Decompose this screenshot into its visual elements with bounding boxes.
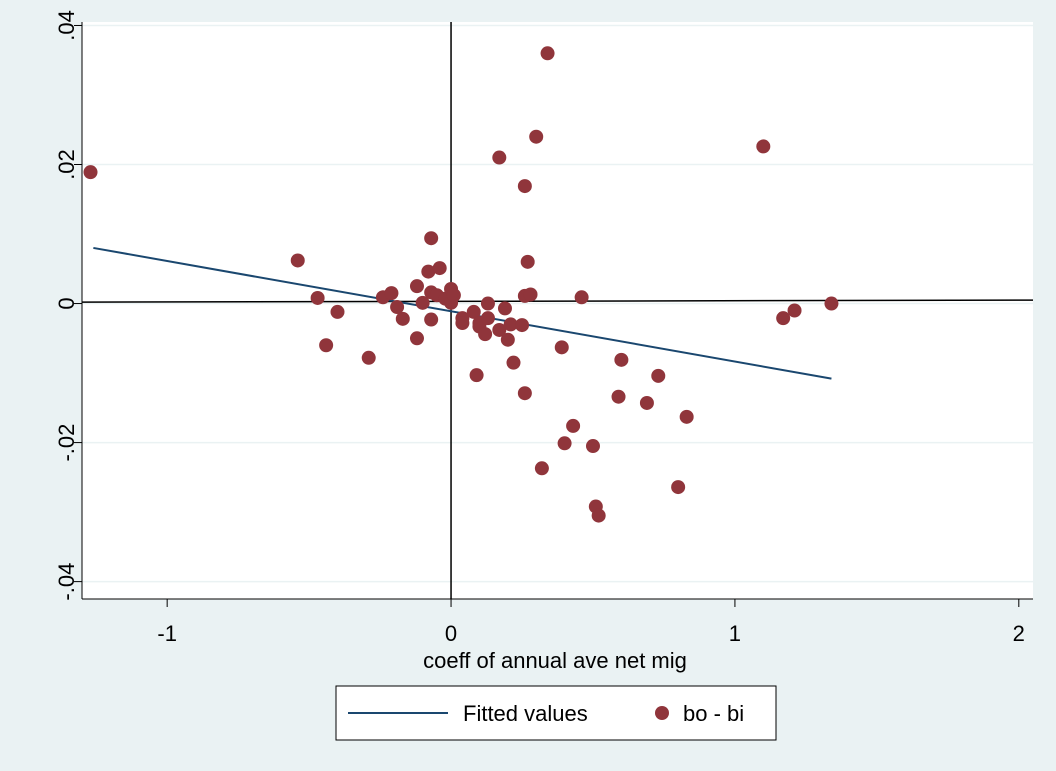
data-point xyxy=(639,395,654,410)
y-tick-label: -.04 xyxy=(54,563,79,601)
data-point xyxy=(554,340,569,355)
x-tick-label: 1 xyxy=(729,621,741,646)
x-axis-title: coeff of annual ave net mig xyxy=(423,648,687,673)
data-point xyxy=(534,461,549,476)
data-point xyxy=(330,304,345,319)
axes xyxy=(74,22,1033,607)
data-point xyxy=(787,303,802,318)
data-point xyxy=(424,312,439,327)
data-point xyxy=(540,46,555,61)
data-point xyxy=(409,279,424,294)
data-point xyxy=(520,254,535,269)
data-point xyxy=(478,327,493,342)
data-point xyxy=(611,389,626,404)
data-point xyxy=(421,264,436,279)
data-point xyxy=(776,311,791,326)
data-point xyxy=(415,295,430,310)
data-point xyxy=(585,439,600,454)
legend-marker-swatch xyxy=(655,706,669,720)
data-point xyxy=(395,311,410,326)
y-tick-label: .02 xyxy=(54,149,79,180)
x-tick-label: 0 xyxy=(445,621,457,646)
data-point xyxy=(83,165,98,180)
data-point xyxy=(492,322,507,337)
data-point xyxy=(614,352,629,367)
data-point xyxy=(517,179,532,194)
data-point xyxy=(497,301,512,316)
data-point xyxy=(566,418,581,433)
x-tick-label: 2 xyxy=(1013,621,1025,646)
data-point xyxy=(361,350,376,365)
data-point xyxy=(679,409,694,424)
legend-label-fitted: Fitted values xyxy=(463,701,588,726)
data-point xyxy=(671,480,686,495)
data-point xyxy=(503,317,518,332)
data-point xyxy=(384,286,399,301)
y-tick-label: .04 xyxy=(54,10,79,41)
data-point xyxy=(455,316,470,331)
data-point xyxy=(492,150,507,165)
data-point xyxy=(480,296,495,311)
y-tick-label: 0 xyxy=(54,297,79,309)
data-point xyxy=(466,304,481,319)
data-point xyxy=(469,368,484,383)
data-point xyxy=(529,129,544,144)
data-point xyxy=(756,139,771,154)
legend: Fitted values bo - bi xyxy=(335,685,777,741)
data-point xyxy=(824,296,839,311)
plot-background xyxy=(82,22,1033,599)
data-point xyxy=(557,436,572,451)
x-tick-label: -1 xyxy=(157,621,177,646)
data-point xyxy=(432,261,447,276)
data-point xyxy=(319,338,334,353)
legend-label-points: bo - bi xyxy=(683,701,744,726)
data-point xyxy=(424,231,439,246)
data-point xyxy=(500,332,515,347)
data-point xyxy=(506,355,521,370)
data-series xyxy=(83,46,839,523)
data-point xyxy=(651,368,666,383)
data-point xyxy=(446,288,461,303)
data-point xyxy=(574,290,589,305)
data-point xyxy=(517,386,532,401)
data-point xyxy=(409,331,424,346)
tick-labels: -.04 -.02 0 .02 .04 -1 0 1 2 xyxy=(54,10,1025,646)
data-point xyxy=(515,318,530,333)
data-point xyxy=(390,300,405,315)
horizontal-reference-line xyxy=(81,299,1034,303)
data-point xyxy=(591,508,606,523)
data-point xyxy=(480,311,495,326)
y-tick-label: -.02 xyxy=(54,424,79,462)
data-point xyxy=(523,287,538,302)
data-point xyxy=(310,290,325,305)
grid-lines xyxy=(82,24,1033,583)
data-point xyxy=(290,253,305,268)
